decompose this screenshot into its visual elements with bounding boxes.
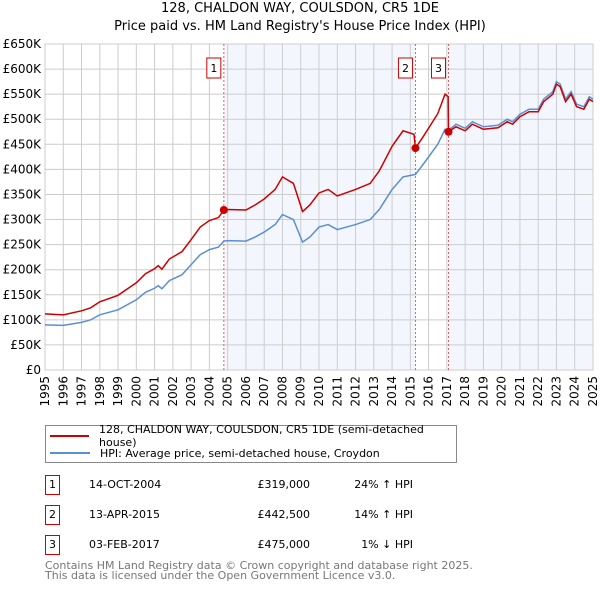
x-tick-label: 2011 (330, 376, 344, 407)
legend-swatch-red (50, 435, 90, 437)
chart-title: 128, CHALDON WAY, COULSDON, CR5 1DE (161, 1, 439, 16)
x-tick-label: 2002 (166, 376, 180, 407)
x-tick-label: 2004 (202, 376, 216, 407)
plot-border (44, 43, 594, 371)
transaction-hpi-diff: 1% ↓ HPI (361, 538, 413, 551)
y-tick-label: £350K (3, 187, 43, 201)
transaction-price: £442,500 (257, 508, 311, 521)
x-tick-label: 2021 (513, 376, 527, 407)
sale-label-box (431, 57, 447, 79)
sale-point (444, 127, 453, 136)
x-tick-label: 1996 (56, 376, 70, 407)
x-tick-label: 2014 (385, 376, 399, 407)
transaction-price: £475,000 (257, 538, 311, 551)
x-tick-label: 2016 (422, 376, 436, 407)
x-tick-label: 2019 (476, 376, 490, 407)
sale-point (411, 144, 420, 153)
x-tick-label: 2007 (257, 376, 271, 407)
x-tick-label: 2012 (349, 376, 363, 407)
x-tick-label: 1998 (93, 376, 107, 407)
y-tick-label: £250K (3, 238, 43, 252)
x-tick-label: 2005 (221, 376, 235, 407)
x-tick-label: 2023 (549, 376, 563, 407)
y-tick-label: £650K (3, 37, 43, 51)
x-tick-label: 2018 (458, 376, 472, 407)
x-tick-label: 2008 (275, 376, 289, 407)
property-price-line (44, 82, 594, 316)
legend-label: 128, CHALDON WAY, COULSDON, CR5 1DE (sem… (99, 423, 424, 449)
legend: 128, CHALDON WAY, COULSDON, CR5 1DE (sem… (45, 423, 457, 463)
x-tick-label: 2024 (568, 376, 582, 407)
y-tick-label: £450K (3, 137, 43, 151)
transaction-hpi-diff: 14% ↑ HPI (354, 508, 413, 521)
transaction-row: 3 03-FEB-2017 £475,000 1% ↓ HPI (45, 535, 465, 555)
footer-line-2: This data is licensed under the Open Gov… (45, 569, 396, 582)
x-tick-label: 2015 (403, 376, 417, 407)
sale-label: 1 (210, 62, 217, 75)
x-tick-label: 2003 (184, 376, 198, 407)
x-tick-label: 2001 (148, 376, 162, 407)
x-tick-label: 2013 (367, 376, 381, 407)
transaction-date: 13-APR-2015 (89, 508, 161, 521)
x-tick-label: 2006 (239, 376, 253, 407)
chart-subtitle: Price paid vs. HM Land Registry's House … (114, 19, 486, 34)
y-tick-label: £550K (3, 87, 43, 101)
y-tick-label: £300K (3, 213, 43, 227)
y-tick-label: £100K (3, 313, 43, 327)
transaction-row: 1 14-OCT-2004 £319,000 24% ↑ HPI (45, 475, 465, 495)
hpi-line (44, 80, 594, 327)
transaction-date: 14-OCT-2004 (89, 478, 162, 491)
legend-item-hpi: HPI: Average price, semi-detached house,… (50, 445, 380, 461)
legend-swatch-blue (50, 452, 90, 454)
sale-point (219, 206, 228, 215)
transaction-date: 03-FEB-2017 (89, 538, 160, 551)
y-tick-label: £400K (3, 162, 43, 176)
y-tick-label: £0 (26, 363, 41, 377)
x-tick-label: 1995 (38, 376, 52, 407)
y-tick-label: £200K (3, 263, 43, 277)
x-tick-label: 2025 (586, 376, 600, 407)
y-tick-label: £500K (3, 112, 43, 126)
transaction-number: 1 (45, 475, 60, 495)
transaction-number: 2 (45, 505, 60, 525)
x-tick-label: 2017 (440, 376, 454, 407)
price-chart: £0 £50K £100K £150K £200K £250K £300K £350K £400… (3, 37, 600, 407)
y-tick-label: £50K (10, 338, 42, 352)
transaction-row: 2 13-APR-2015 £442,500 14% ↑ HPI (45, 505, 465, 525)
x-tick-label: 2010 (312, 376, 326, 407)
legend-item-property: 128, CHALDON WAY, COULSDON, CR5 1DE (sem… (50, 423, 456, 449)
transaction-number: 3 (45, 535, 60, 555)
shaded-period (223, 44, 416, 370)
x-tick-label: 2022 (531, 376, 545, 407)
x-tick-label: 1999 (111, 376, 125, 407)
sale-label-box (206, 57, 222, 79)
sale-label-box (397, 57, 413, 79)
footer-line-1: Contains HM Land Registry data © Crown c… (45, 559, 473, 572)
y-tick-label: £600K (3, 62, 43, 76)
x-tick-label: 2020 (495, 376, 509, 407)
x-tick-label: 2009 (294, 376, 308, 407)
transaction-hpi-diff: 24% ↑ HPI (354, 478, 413, 491)
sale-label: 3 (435, 62, 442, 75)
transaction-price: £319,000 (257, 478, 311, 491)
y-tick-label: £150K (3, 288, 43, 302)
sale-label: 2 (402, 62, 409, 75)
x-tick-label: 2000 (129, 376, 143, 407)
x-tick-label: 1997 (75, 376, 89, 407)
legend-label: HPI: Average price, semi-detached house,… (100, 446, 380, 460)
